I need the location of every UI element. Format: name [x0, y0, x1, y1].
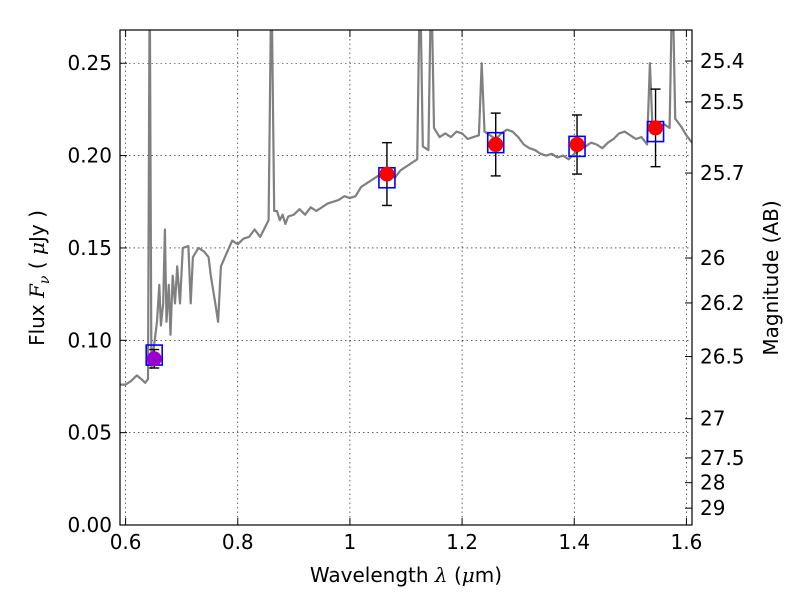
observed-point	[488, 137, 504, 153]
observed-point	[146, 351, 162, 367]
magnitude-tick-label: 25.5	[700, 90, 745, 114]
x-axis: 0.6 0.8 1 1.2 1.4 1.6	[110, 30, 702, 554]
x-tick-label: 1	[344, 530, 357, 554]
y-axis: 0.00 0.05 0.10 0.15 0.20 0.25	[67, 51, 127, 537]
magnitude-axis-title: Magnitude (AB)	[759, 200, 783, 355]
y-tick-label: 0.25	[67, 51, 112, 75]
y-tick-label: 0.20	[67, 144, 112, 168]
plot-frame	[119, 29, 693, 526]
x-tick-label: 0.8	[222, 530, 254, 554]
model-band-marker	[486, 131, 505, 154]
x-axis-title: Wavelength λ (μm)	[310, 563, 502, 587]
y-tick-label: 0.00	[67, 513, 112, 537]
y-tick-label: 0.10	[67, 328, 112, 352]
x-tick-label: 1.2	[446, 530, 478, 554]
observed-point	[648, 120, 664, 136]
magnitude-tick-label: 27.5	[700, 446, 745, 470]
x-tick-label: 1.6	[670, 530, 702, 554]
plot-area	[120, 30, 692, 386]
y-tick-label: 0.05	[67, 421, 112, 445]
x-tick-label: 1.4	[558, 530, 590, 554]
observed-point	[569, 137, 585, 153]
magnitude-tick-label: 26.2	[700, 291, 745, 315]
grid-lines	[120, 30, 692, 526]
magnitude-tick-label: 25.7	[700, 161, 745, 185]
model-band-marker	[568, 135, 586, 158]
magnitude-tick-label: 26.5	[700, 345, 745, 369]
x-tick-label: 0.6	[110, 530, 142, 554]
y-tick-label: 0.15	[67, 236, 112, 260]
magnitude-tick-label: 28	[700, 471, 725, 495]
magnitude-tick-label: 29	[700, 496, 725, 520]
magnitude-tick-label: 25.4	[700, 49, 745, 73]
magnitude-tick-label: 27	[700, 407, 725, 431]
y-axis-title: Flux Fν ( μJy )	[25, 210, 53, 346]
observed-point	[379, 166, 395, 182]
spectrum-line	[120, 30, 692, 386]
magnitude-tick-label: 26	[700, 246, 725, 270]
